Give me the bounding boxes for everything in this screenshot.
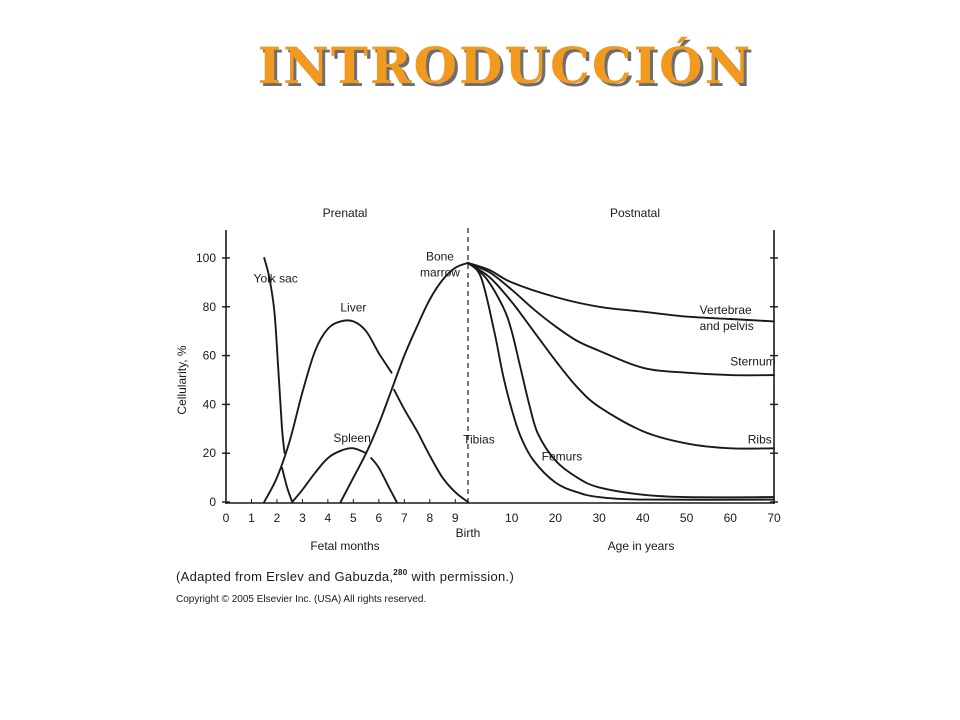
credit-prefix: (Adapted from Erslev and Gabuzda, [176,569,394,584]
series-femurs-label: Femurs [542,450,583,464]
series-spleen-line [291,447,368,503]
series-liver-line [393,388,469,503]
y-tick-label: 80 [203,300,217,314]
series-vertebrae-and-pelvis-line [467,261,775,323]
x-tick-label-fetal: 0 [223,511,230,525]
x-tick-label-years: 70 [767,511,781,525]
x-tick-label-fetal: 6 [375,511,382,525]
y-tick-label: 100 [196,251,216,265]
x-tick-label-fetal: 3 [299,511,306,525]
section-label-prenatal: Prenatal [323,206,368,220]
x-tick-label-years: 30 [592,511,606,525]
x-axis-title-fetal: Fetal months [310,539,379,553]
series-bone-marrow-label: marrow [420,265,460,279]
series-yolk-sac-label: Yolk sac [254,271,298,285]
series-yolk-sac-line [263,257,286,455]
x-tick-label-fetal: 1 [248,511,255,525]
y-tick-label: 0 [209,495,216,509]
y-tick-label: 60 [203,349,217,363]
hematopoiesis-chart: 0 20 40 60 80 100 0 1 2 3 4 5 6 7 8 9 10 20 30 40 50 60 70 Birt… [175,206,781,553]
x-tick-label-years: 10 [505,511,519,525]
y-tick-label: 40 [203,397,217,411]
copyright-line: Copyright © 2005 Elsevier Inc. (USA) All… [176,594,427,605]
series-liver-line [263,319,393,503]
x-tick-label-fetal: 9 [452,511,459,525]
credit-line: (Adapted from Erslev and Gabuzda,280 wit… [176,568,514,584]
series-bone-marrow-label: Bone [426,249,454,263]
series-ribs-label: Ribs [748,432,772,446]
x-tick-label-fetal: 7 [401,511,408,525]
x-tick-label-fetal: 8 [426,511,433,525]
section-label-postnatal: Postnatal [610,206,660,220]
series-spleen-label: Spleen [333,431,370,445]
series-ribs-line [467,261,775,450]
series-spleen-line [370,457,398,503]
series-liver-label: Liver [340,301,366,315]
series-tibias-line [467,261,775,501]
credit-suffix: with permission.) [407,569,515,584]
x-tick-label-years: 60 [724,511,738,525]
slide-title: INTRODUCCIÓN [257,36,753,95]
series-spleen-line [281,466,294,503]
x-tick-label-years: 40 [636,511,650,525]
x-tick-label-fetal: 4 [325,511,332,525]
x-tick-label-fetal: 5 [350,511,357,525]
series-tibias-label: Tibias [463,432,495,446]
x-axis-title-years: Age in years [608,539,675,553]
y-tick-label: 20 [203,446,217,460]
series-sternum-line [467,261,775,377]
x-tick-label-years: 50 [680,511,694,525]
series-vertebrae-and-pelvis-label: and pelvis [700,319,754,333]
series-vertebrae-and-pelvis-label: Vertebrae [700,303,752,317]
x-tick-label-fetal: 2 [274,511,281,525]
series-sternum-label: Sternum [730,354,775,368]
y-axis-title: Cellularity, % [175,345,189,414]
credit-ref: 280 [393,568,408,577]
birth-label: Birth [456,526,481,540]
series-bone-marrow-line [339,261,469,503]
series-femurs-line [467,261,775,499]
x-tick-label-years: 20 [549,511,563,525]
